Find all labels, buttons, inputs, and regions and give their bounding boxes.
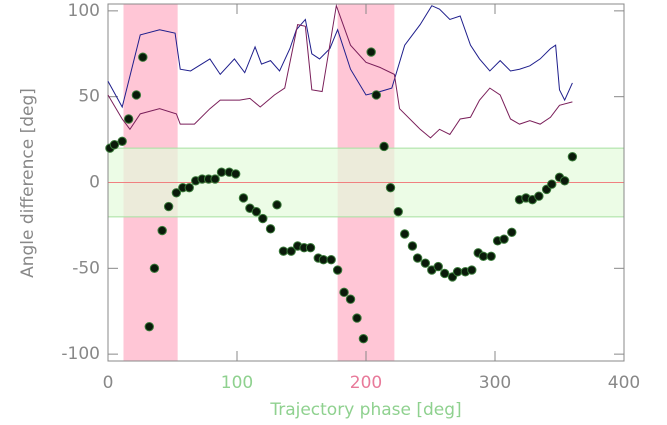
point <box>339 287 349 298</box>
y-tick-label: 50 <box>78 87 100 107</box>
point <box>272 200 282 210</box>
point <box>393 206 403 217</box>
x-tick-label: 400 <box>608 373 640 393</box>
point <box>358 333 369 344</box>
line <box>107 3 573 139</box>
point <box>251 206 262 217</box>
point <box>366 47 376 57</box>
point <box>433 261 443 272</box>
point <box>305 243 316 253</box>
point <box>163 201 174 212</box>
point <box>332 265 343 275</box>
point <box>486 251 496 262</box>
y-tick-label: 0 <box>89 173 100 193</box>
point <box>379 141 389 152</box>
y-axis-label: Angle difference [deg] <box>18 88 38 278</box>
point <box>286 246 296 256</box>
point <box>345 294 356 304</box>
point <box>216 167 227 177</box>
point <box>149 263 160 274</box>
point <box>452 267 463 277</box>
point <box>157 225 167 236</box>
point <box>467 265 477 275</box>
point <box>278 246 289 256</box>
point <box>238 193 249 203</box>
point <box>265 224 276 234</box>
point <box>420 258 431 268</box>
point <box>567 152 578 162</box>
point <box>499 234 509 244</box>
y-tick-label: -50 <box>72 258 100 278</box>
x-tick-label: 200 <box>350 373 382 393</box>
point <box>210 174 220 184</box>
x-axis-label: Trajectory phase [deg] <box>269 400 461 420</box>
point <box>412 253 423 263</box>
point <box>547 179 557 189</box>
point <box>507 227 517 237</box>
point <box>407 241 418 251</box>
point <box>117 136 127 147</box>
point <box>258 213 268 224</box>
x-tick-label: 300 <box>479 373 511 393</box>
point <box>400 229 410 239</box>
point <box>131 90 142 100</box>
point <box>478 251 489 262</box>
point <box>109 140 120 150</box>
x-tick-label: 0 <box>103 373 114 393</box>
point <box>184 182 194 193</box>
y-tick-label: -100 <box>61 344 100 364</box>
point <box>326 255 336 265</box>
point <box>123 114 134 124</box>
point <box>371 90 382 100</box>
point <box>385 182 396 193</box>
point <box>559 176 570 186</box>
line <box>107 5 573 109</box>
point <box>171 188 182 198</box>
point <box>439 268 450 279</box>
point <box>352 313 362 323</box>
point <box>144 321 154 332</box>
point <box>534 191 544 201</box>
x-tick-label: 100 <box>221 373 253 393</box>
point <box>231 169 241 179</box>
point <box>138 52 148 62</box>
point <box>318 255 329 265</box>
y-tick-label: 100 <box>68 1 100 21</box>
plot-frame <box>107 3 625 362</box>
